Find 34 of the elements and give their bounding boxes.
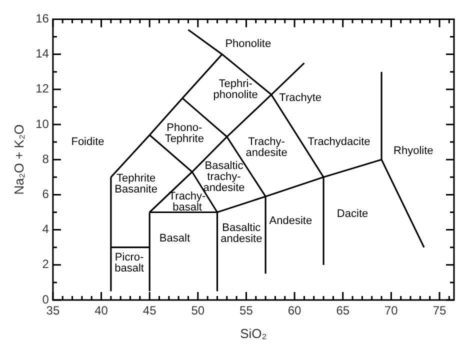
x-tick-label: 50: [191, 304, 205, 318]
annotation: Tephri- phonolite: [213, 78, 258, 101]
annotation: Tephrite Basanite: [114, 172, 158, 196]
annotation: Trachyte: [279, 92, 322, 104]
x-tick-label: 45: [142, 304, 157, 318]
y-tick-label: 8: [42, 152, 50, 166]
x-tick-label: 65: [336, 304, 350, 318]
annotation: Picro- basalt: [114, 252, 144, 275]
x-tick-label: 55: [240, 304, 254, 318]
x-tick-label: 40: [94, 304, 108, 318]
annotation: Phono- Tephrite: [164, 122, 204, 145]
annotation: Trachy- andesite: [246, 136, 288, 159]
y-tick-label: 12: [36, 82, 50, 96]
y-tick-label: 16: [36, 12, 50, 26]
y-tick-label: 2: [42, 257, 50, 272]
y-tick-label: 14: [36, 46, 50, 61]
annotation: Rhyolite: [394, 144, 434, 157]
annotation: Dacite: [336, 208, 368, 220]
x-tick-label: 60: [288, 304, 302, 318]
annotation: Trachydacite: [308, 136, 370, 148]
y-tick-label: 4: [42, 222, 50, 236]
y-tick-label: 0: [42, 292, 50, 306]
annotation: Andesite: [269, 215, 312, 228]
annotation: Foidite: [71, 136, 104, 148]
annotation: Basaltic andesite: [220, 222, 262, 245]
annotation: Phonolite: [225, 38, 272, 50]
x-tick-label: 35: [46, 304, 60, 318]
x-axis-title: SiO₂: [240, 326, 267, 341]
x-tick-label: 75: [432, 304, 446, 318]
y-tick-label: 6: [42, 187, 50, 202]
x-tick-label: 70: [384, 304, 398, 318]
y-tick-label: 10: [36, 116, 50, 131]
annotation: Basalt: [159, 232, 190, 245]
y-axis-title: Na₂O + K₂O: [11, 124, 26, 195]
